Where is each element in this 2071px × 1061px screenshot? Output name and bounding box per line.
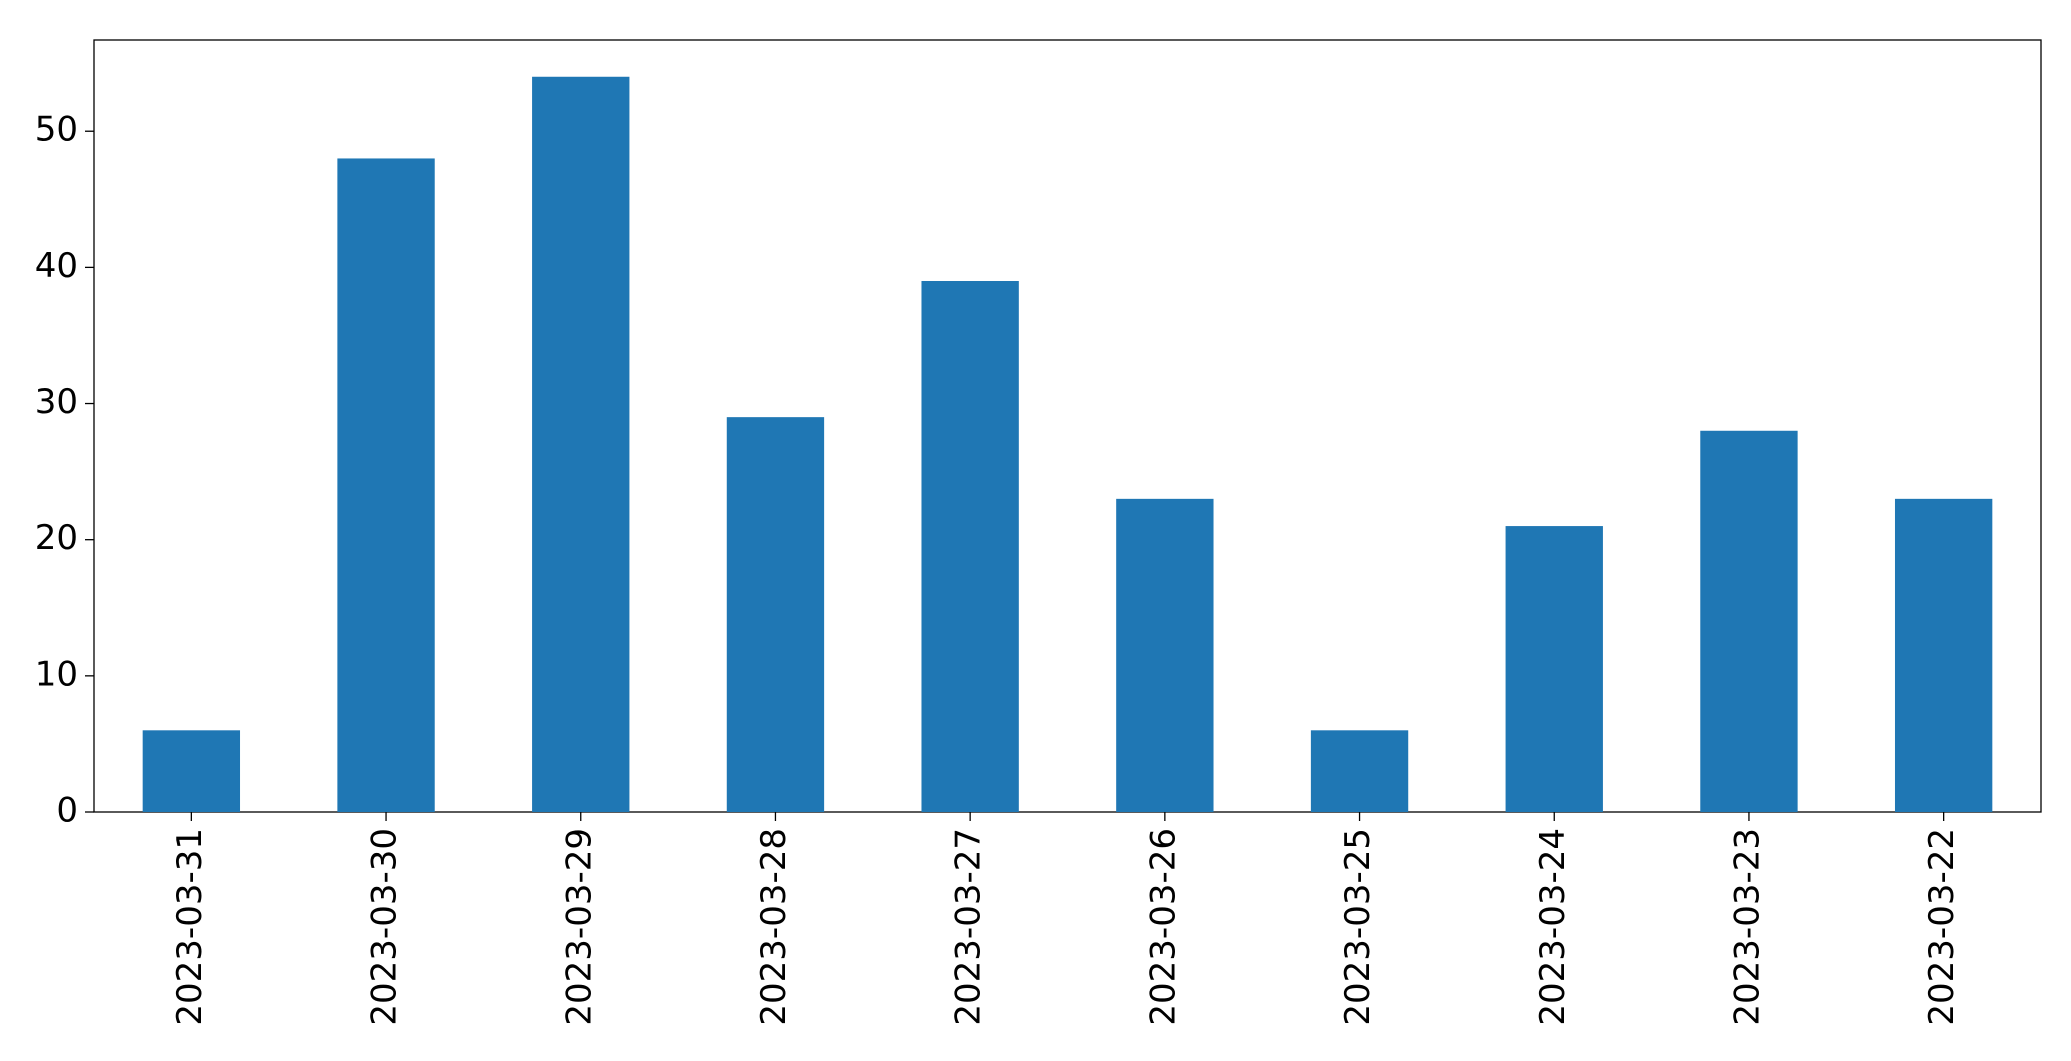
plot-frame: [93, 39, 2042, 813]
x-tick-label: 2023-03-28: [754, 828, 794, 1026]
y-tick-label: 50: [35, 110, 78, 150]
y-tick-label: 20: [35, 518, 78, 558]
bar: [532, 76, 630, 812]
bar: [142, 730, 241, 812]
y-tick-label: 10: [35, 654, 78, 694]
bar: [337, 158, 435, 813]
x-tick-label: 2023-03-31: [170, 828, 210, 1026]
x-tick-label: 2023-03-25: [1338, 828, 1378, 1026]
y-tick-label: 30: [35, 382, 78, 422]
x-tick-label: 2023-03-30: [365, 828, 405, 1026]
bar: [1310, 730, 1409, 812]
x-tick-label: 2023-03-27: [949, 828, 989, 1026]
bar: [1116, 498, 1214, 812]
x-tick-label: 2023-03-24: [1533, 828, 1573, 1026]
bar: [726, 417, 825, 812]
bar: [1505, 526, 1603, 812]
x-tick-label: 2023-03-22: [1922, 828, 1962, 1026]
x-tick-label: 2023-03-26: [1143, 828, 1183, 1026]
y-tick-label: 40: [35, 246, 78, 286]
bar: [1700, 430, 1798, 812]
y-tick-label: 0: [56, 791, 78, 831]
x-tick-label: 2023-03-29: [559, 828, 599, 1026]
bar: [921, 280, 1019, 812]
bar: [1894, 498, 1993, 812]
x-tick-label: 2023-03-23: [1727, 828, 1767, 1026]
